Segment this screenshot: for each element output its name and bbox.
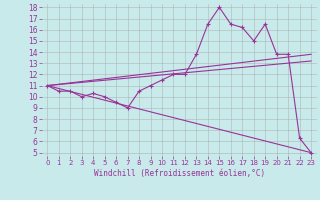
X-axis label: Windchill (Refroidissement éolien,°C): Windchill (Refroidissement éolien,°C) xyxy=(94,169,265,178)
